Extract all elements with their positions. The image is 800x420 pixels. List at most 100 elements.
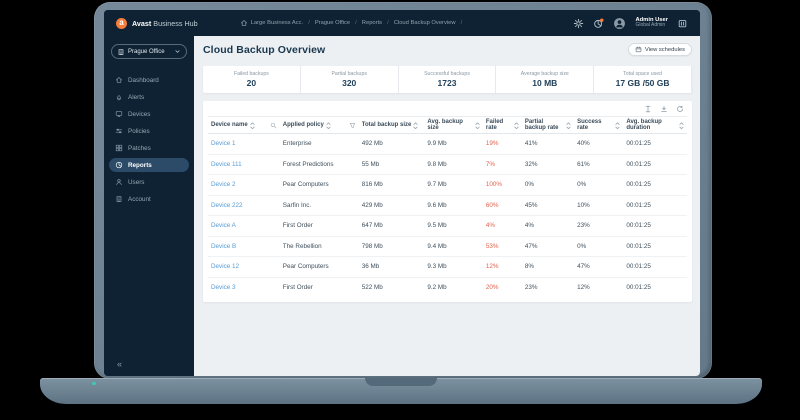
cell-success-rate: 40% bbox=[577, 140, 590, 148]
sidebar-item[interactable]: Devices bbox=[109, 107, 189, 121]
cell-partial-backup-rate: 41% bbox=[524, 140, 538, 148]
sort-icon[interactable] bbox=[615, 121, 620, 129]
column-label: Success rate bbox=[577, 119, 602, 131]
apps-icon[interactable] bbox=[677, 18, 688, 29]
column-header-partial-backup-rate[interactable]: Partial backup rate bbox=[521, 116, 575, 134]
device-link[interactable]: Device 3 bbox=[211, 284, 236, 291]
bell-icon bbox=[115, 93, 123, 101]
view-schedules-button[interactable]: View schedules bbox=[627, 43, 692, 56]
cell-success-rate: 0% bbox=[574, 174, 624, 195]
column-height-icon[interactable] bbox=[644, 105, 652, 113]
sidebar-item[interactable]: Alerts bbox=[109, 90, 189, 104]
org-selector[interactable]: Prague Office bbox=[111, 44, 187, 59]
sidebar-item[interactable]: Dashboard bbox=[109, 73, 189, 87]
table-row: Device 222 Sarfin Inc. 429 Mb 9.6 Mb 60% 45% 1… bbox=[208, 194, 687, 216]
cell-avg-backup-size: 9.7 Mb bbox=[424, 174, 483, 195]
cell-device-name: Device B bbox=[208, 235, 280, 257]
column-header-failed-rate[interactable]: Failed rate bbox=[482, 116, 522, 134]
sliders-icon bbox=[115, 127, 123, 135]
cell-total-backup-size: 647 Mb bbox=[358, 215, 425, 236]
column-label: Failed rate bbox=[485, 119, 504, 131]
cell-failed-rate: 53% bbox=[482, 235, 522, 257]
cell-device-name: Device 1 bbox=[208, 134, 280, 155]
cell-applied-policy: Enterprise bbox=[282, 140, 312, 148]
table-toolbar bbox=[208, 101, 687, 116]
cell-failed-rate: 12% bbox=[482, 256, 522, 277]
user-info[interactable]: Admin User Global Admin bbox=[635, 17, 668, 29]
sidebar-collapse-button[interactable]: « bbox=[117, 359, 123, 369]
sort-icon[interactable] bbox=[326, 121, 331, 129]
home-icon bbox=[115, 76, 123, 84]
sidebar-item[interactable]: Reports bbox=[109, 158, 189, 172]
cell-device-name: Device A bbox=[208, 215, 280, 236]
cell-avg-backup-size: 9.4 Mb bbox=[424, 235, 483, 257]
sort-icon[interactable] bbox=[566, 121, 571, 129]
sort-icon[interactable] bbox=[413, 121, 418, 129]
cell-avg-backup-size: 9.9 Mb bbox=[427, 140, 447, 148]
sidebar-item[interactable]: Patches bbox=[109, 141, 189, 155]
office-building-icon bbox=[117, 48, 125, 56]
breadcrumb-item[interactable]: Reports bbox=[362, 20, 391, 26]
stat-label: Failed backups bbox=[233, 71, 269, 77]
table-row: Device 3 First Order 522 Mb 9.2 Mb 20% 23% 12%… bbox=[208, 276, 687, 298]
cell-partial-backup-rate: 4% bbox=[521, 215, 575, 236]
column-header-avg-backup-duration[interactable]: Avg. backup duration bbox=[623, 116, 687, 134]
sort-icon[interactable] bbox=[250, 121, 255, 129]
column-label: Total backup size bbox=[361, 122, 412, 128]
laptop-base bbox=[40, 378, 762, 404]
column-header-total-backup-size[interactable]: Total backup size bbox=[358, 116, 425, 134]
monitor-icon bbox=[115, 110, 123, 118]
topbar-actions: Admin User Global Admin bbox=[573, 17, 688, 30]
cell-total-backup-size: 522 Mb bbox=[358, 276, 425, 298]
device-link[interactable]: Device 111 bbox=[211, 160, 242, 168]
column-header-avg-backup-size[interactable]: Avg. backup size bbox=[424, 116, 483, 134]
breadcrumb-item[interactable]: Prague Office bbox=[315, 20, 359, 26]
breadcrumb-item[interactable]: Cloud Backup Overview bbox=[394, 20, 465, 26]
cell-avg-backup-size: 9.8 Mb bbox=[424, 153, 483, 175]
device-link[interactable]: Device B bbox=[211, 242, 237, 250]
column-header-success-rate[interactable]: Success rate bbox=[574, 116, 624, 134]
device-link[interactable]: Device 12 bbox=[211, 263, 240, 271]
cell-partial-backup-rate: 32% bbox=[521, 153, 575, 175]
table-row: Device 12 Pear Computers 36 Mb 9.3 Mb 12% 8% 4… bbox=[208, 256, 687, 277]
sort-icon[interactable] bbox=[679, 121, 684, 129]
notifications-icon[interactable] bbox=[593, 17, 604, 29]
top-bar: a Avast Business Hub Large Business Acc.… bbox=[104, 10, 700, 36]
power-led bbox=[92, 382, 96, 385]
cell-avg-backup-duration: 00:01:25 bbox=[626, 140, 651, 148]
stat-label: Successful backups bbox=[424, 71, 470, 77]
filter-icon[interactable] bbox=[349, 122, 356, 129]
search-icon[interactable] bbox=[270, 122, 277, 129]
device-link[interactable]: Device 2 bbox=[211, 181, 236, 189]
sidebar-item[interactable]: Account bbox=[109, 192, 189, 206]
sidebar-item-label: Patches bbox=[128, 144, 151, 152]
cell-success-rate: 47% bbox=[574, 256, 624, 277]
cell-partial-backup-rate: 45% bbox=[521, 194, 575, 216]
cell-avg-backup-duration: 00:01:25 bbox=[623, 153, 687, 175]
cell-success-rate: 61% bbox=[574, 153, 624, 175]
sidebar-item-label: Devices bbox=[128, 110, 151, 118]
cell-failed-rate: 19% bbox=[485, 140, 499, 148]
column-label: Avg. backup duration bbox=[626, 119, 662, 131]
cell-failed-rate: 60% bbox=[482, 194, 522, 216]
refresh-icon[interactable] bbox=[676, 105, 684, 113]
device-link[interactable]: Device 222 bbox=[211, 201, 243, 209]
cell-success-rate: 10% bbox=[574, 194, 624, 216]
download-icon[interactable] bbox=[660, 105, 668, 113]
sort-icon[interactable] bbox=[514, 121, 519, 129]
sidebar-item[interactable]: Policies bbox=[109, 124, 189, 138]
breadcrumb-item[interactable]: Large Business Acc. bbox=[251, 20, 312, 26]
cell-total-backup-size: 798 Mb bbox=[358, 235, 425, 257]
column-header-device-name[interactable]: Device name bbox=[208, 116, 280, 134]
stat-value: 10 MB bbox=[532, 78, 558, 88]
pie-icon bbox=[115, 161, 123, 169]
cell-partial-backup-rate: 0% bbox=[521, 174, 575, 195]
sort-icon[interactable] bbox=[475, 121, 480, 129]
stat-label: Total space used bbox=[623, 71, 663, 77]
avatar[interactable] bbox=[613, 17, 626, 30]
sidebar-item[interactable]: Users bbox=[109, 175, 189, 189]
device-link[interactable]: Device 1 bbox=[211, 140, 236, 148]
column-header-applied-policy[interactable]: Applied policy bbox=[279, 116, 359, 134]
gear-icon[interactable] bbox=[573, 18, 584, 29]
device-link[interactable]: Device A bbox=[211, 222, 236, 230]
